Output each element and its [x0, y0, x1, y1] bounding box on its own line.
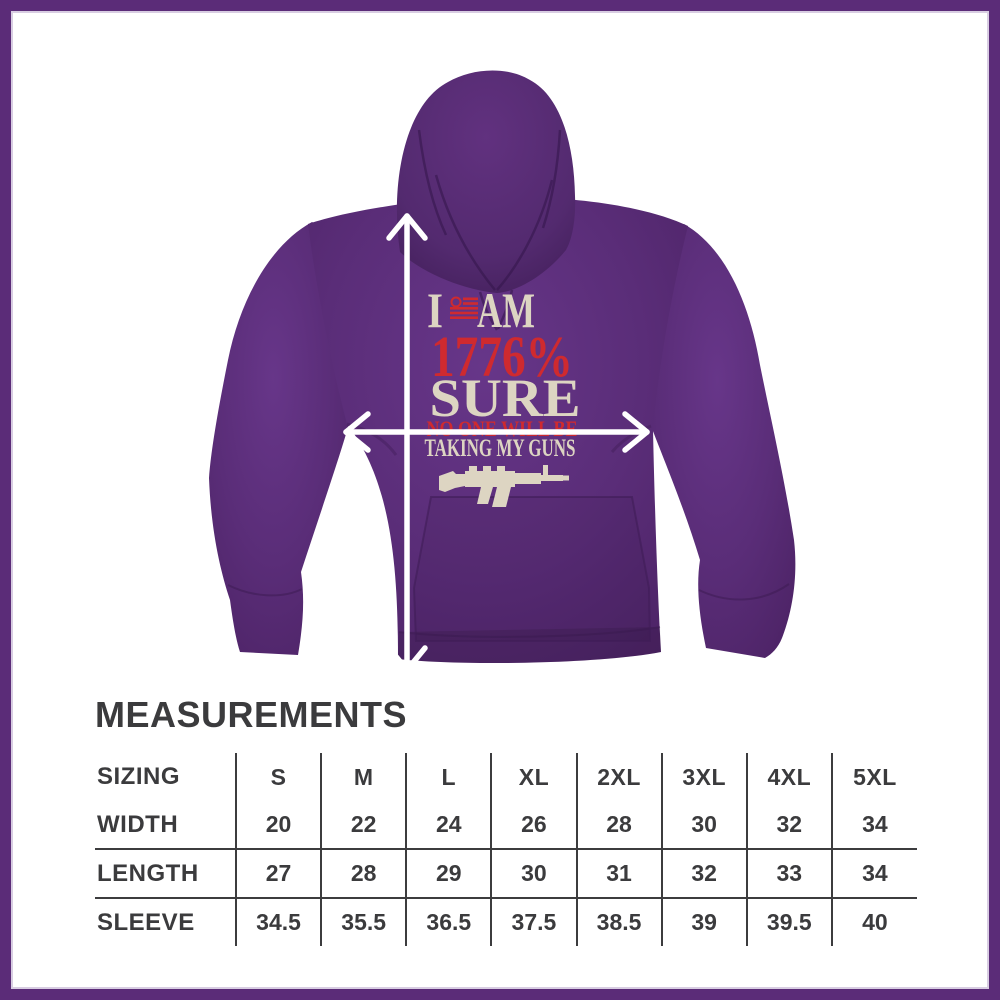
value-cell: 27 [234, 849, 322, 899]
col-header-sizing: SIZING [97, 763, 181, 790]
chest-print: I AM 1776% SURE NO ONE WILL BE TAKING MY… [425, 282, 581, 507]
measurements-heading: MEASUREMENTS [95, 694, 408, 735]
print-word-i: I [427, 282, 443, 338]
table-row-sleeve: SLEEVE 34.5 35.5 36.5 37.5 38.5 39 39.5 … [95, 898, 917, 946]
value-cell: 22 [320, 801, 407, 850]
table-row-length: LENGTH 27 28 29 30 31 32 33 34 [95, 849, 917, 899]
value-cell: 30 [490, 849, 577, 899]
value-cell: 40 [830, 898, 917, 946]
col-header-l: L [405, 753, 492, 801]
kangaroo-pocket [414, 497, 650, 641]
value-cell: 34 [830, 801, 917, 850]
print-line-no-one: NO ONE WILL BE [427, 416, 578, 441]
right-cuff-seam [698, 583, 790, 601]
print-line-taking: TAKING MY GUNS [425, 435, 576, 462]
value-cell: 39.5 [745, 898, 832, 946]
table-header-row: SIZING S M L XL 2XL 3XL 4XL 5XL [95, 753, 917, 801]
print-line-sure: SURE [430, 368, 581, 428]
value-cell: 24 [405, 801, 492, 850]
col-header-s: S [234, 753, 322, 801]
value-cell: 33 [745, 849, 832, 899]
value-cell: 39 [660, 898, 747, 946]
col-header-2xl: 2XL [575, 753, 662, 801]
hoodie-right-sleeve [651, 224, 796, 658]
col-header-4xl: 4XL [745, 753, 832, 801]
table-row-width: WIDTH 20 22 24 26 28 30 32 34 [95, 801, 917, 850]
pocket-outline [412, 496, 652, 642]
hoodie-product-photo: I AM 1776% SURE NO ONE WILL BE TAKING MY… [209, 70, 796, 673]
col-header-xl: XL [490, 753, 577, 801]
col-header-5xl: 5XL [830, 753, 917, 801]
value-cell: 28 [575, 801, 662, 850]
col-header-3xl: 3XL [660, 753, 747, 801]
hem-seam [398, 626, 661, 638]
col-header-m: M [320, 753, 407, 801]
value-cell: 32 [660, 849, 747, 899]
value-cell: 36.5 [405, 898, 492, 946]
value-cell: 35.5 [320, 898, 407, 946]
print-line-1776: 1776% [431, 324, 573, 389]
value-cell: 31 [575, 849, 662, 899]
sizing-table: SIZING S M L XL 2XL 3XL 4XL 5XL WIDTH 20… [95, 753, 917, 946]
value-cell: 34.5 [234, 898, 322, 946]
value-cell: 34 [830, 849, 917, 899]
right-armpit-fold [610, 424, 652, 453]
hood-folds [417, 129, 562, 331]
value-cell: 28 [320, 849, 407, 899]
hood [396, 70, 576, 293]
row-label-length: LENGTH [95, 849, 236, 899]
value-cell: 30 [660, 801, 747, 850]
us-flag-icon [450, 296, 478, 319]
value-cell: 37.5 [490, 898, 577, 946]
value-cell: 29 [405, 849, 492, 899]
value-cell: 20 [234, 801, 322, 850]
print-word-am: AM [477, 282, 535, 338]
left-cuff-seam [227, 584, 303, 597]
value-cell: 32 [745, 801, 832, 850]
rifle-icon [439, 465, 569, 507]
hoodie-left-sleeve [209, 222, 349, 655]
row-label-width: WIDTH [95, 801, 236, 850]
length-arrow [386, 213, 428, 673]
value-cell: 26 [490, 801, 577, 850]
width-arrow [343, 411, 650, 453]
row-label-sleeve: SLEEVE [97, 908, 195, 936]
value-cell: 38.5 [575, 898, 662, 946]
